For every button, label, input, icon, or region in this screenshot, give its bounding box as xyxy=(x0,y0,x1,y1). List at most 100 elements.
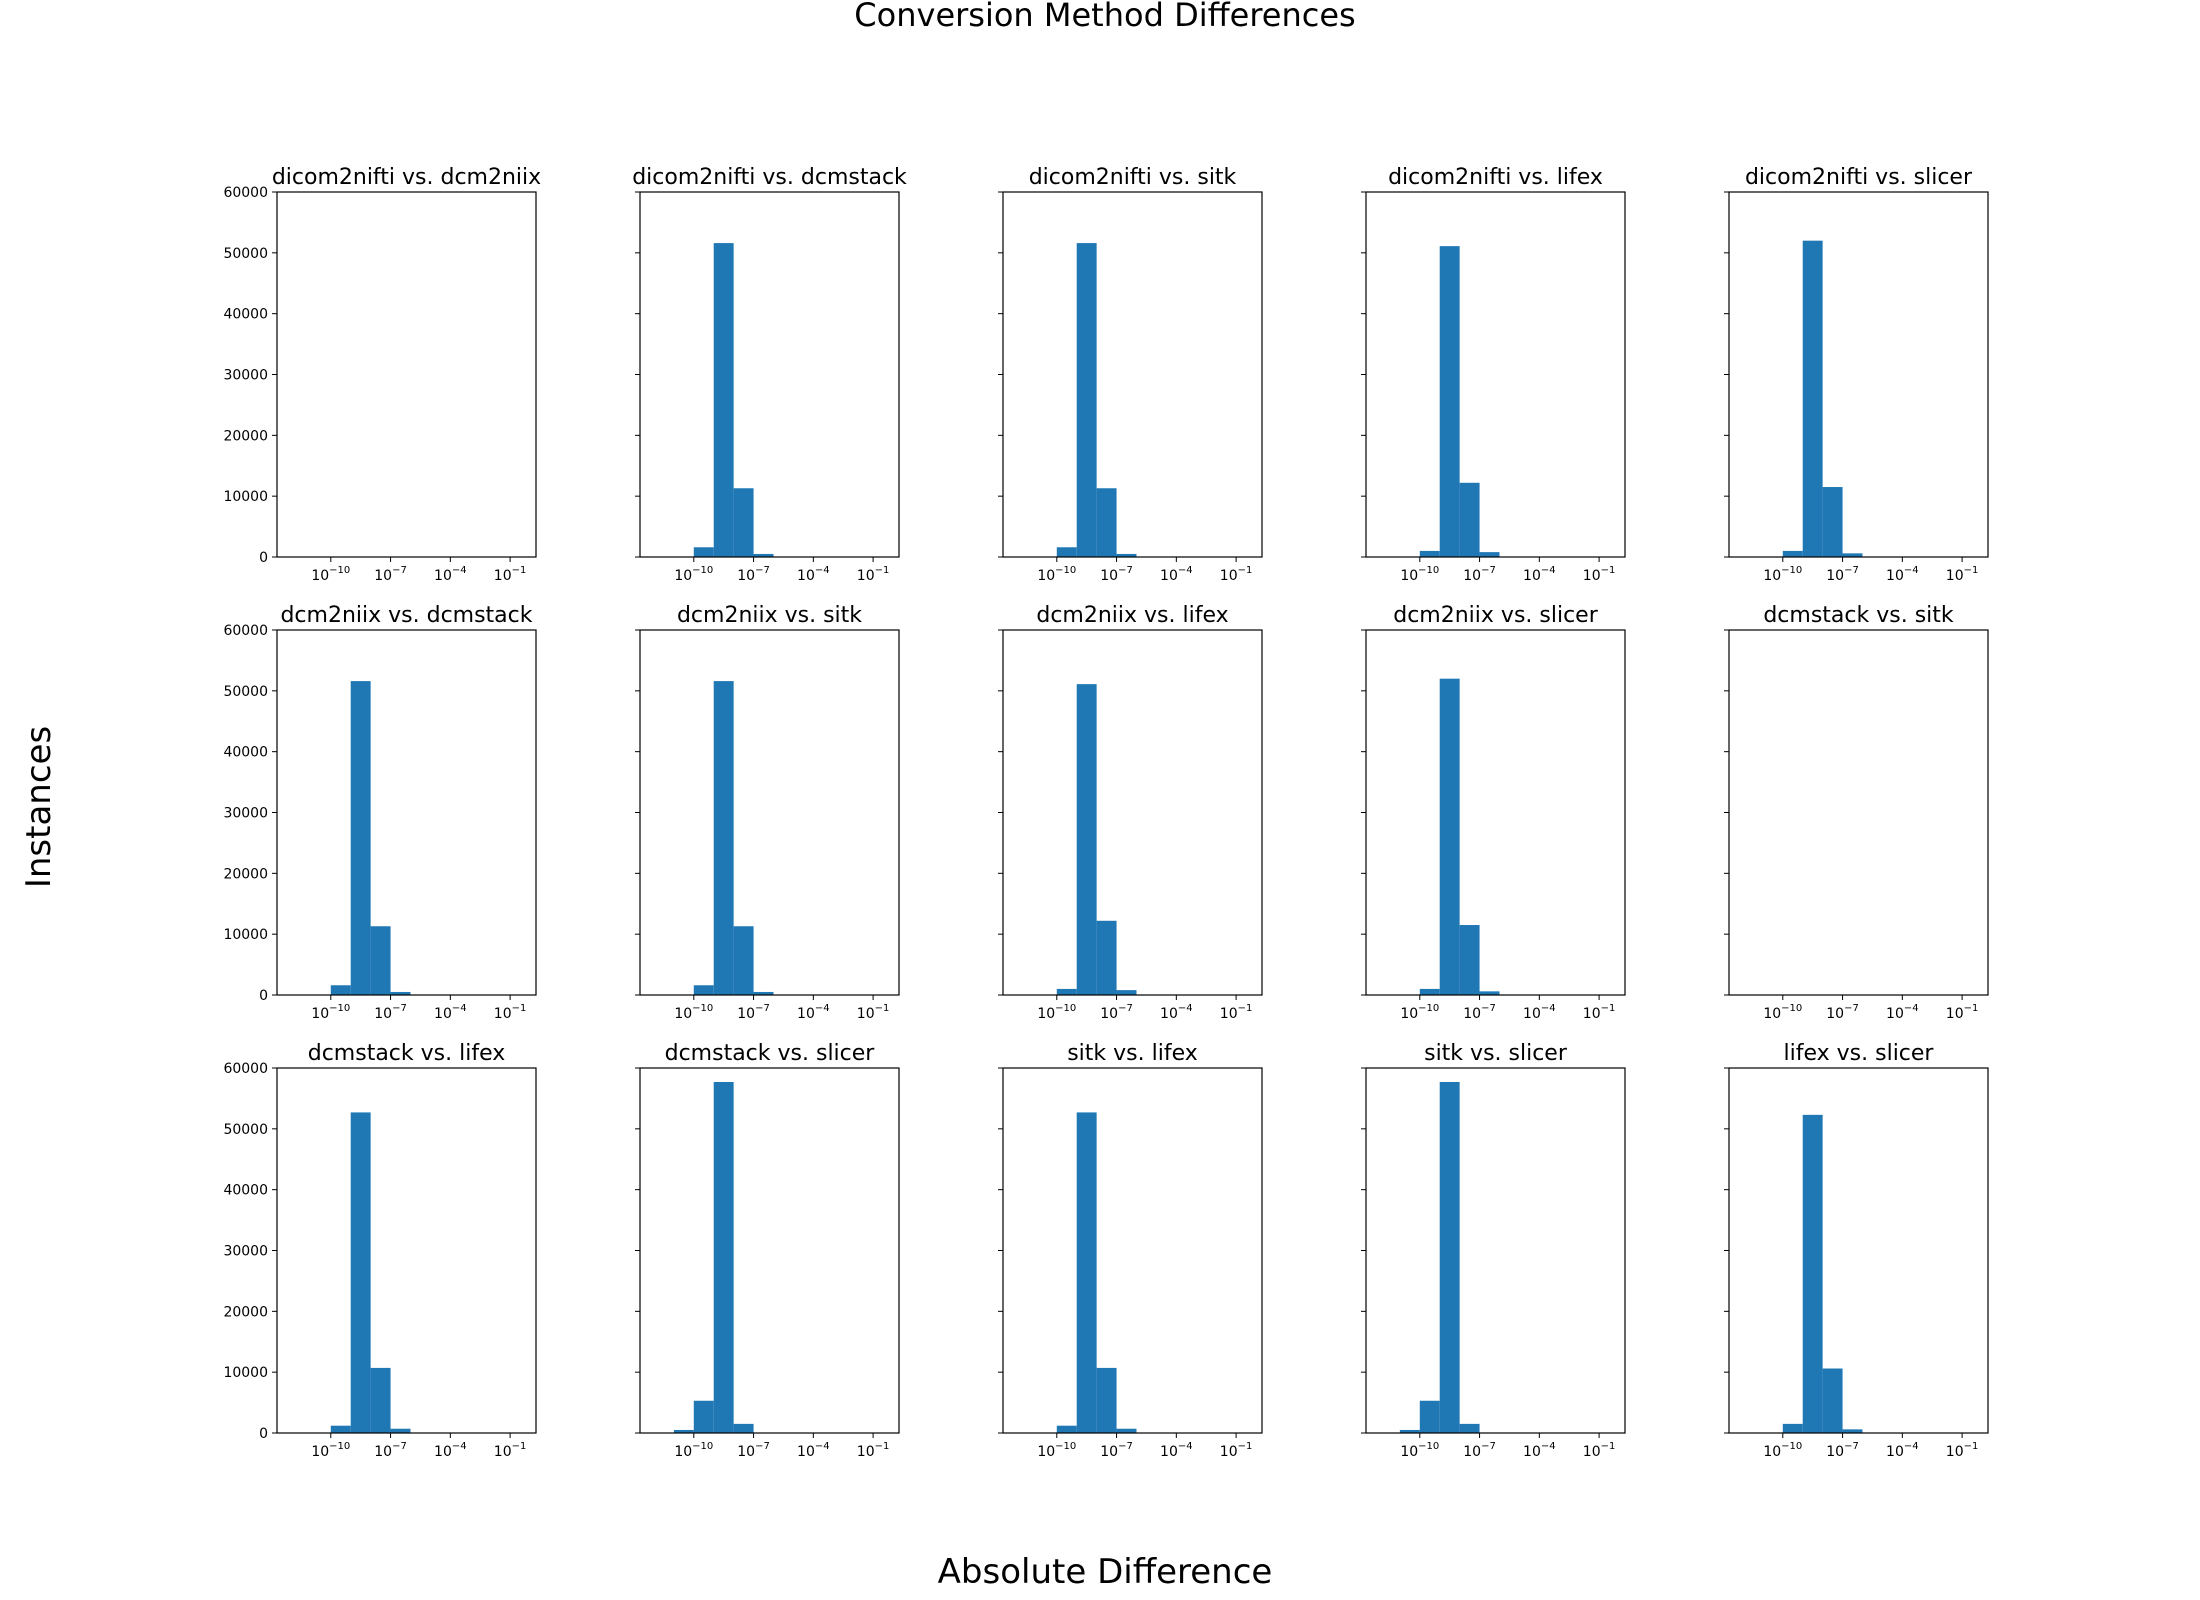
ytick-label: 40000 xyxy=(223,1183,268,1199)
subplot-title: dcm2niix vs. dcmstack xyxy=(280,603,532,628)
histogram-bar xyxy=(753,553,774,557)
subplot-grid: dicom2nifti vs. dcm2niix 0 10000 20000 30000… xyxy=(223,165,1989,1460)
subplot-panel: dicom2nifti vs. sitk 10−10 10−7 10−4 10−1 xyxy=(998,165,1263,584)
xtick-label: 10−1 xyxy=(1583,1003,1616,1022)
histogram-bar xyxy=(1096,488,1117,557)
ytick-label: 0 xyxy=(259,1426,268,1442)
histogram-bar xyxy=(1056,547,1077,557)
subplot-panel: sitk vs. lifex 10−10 10−7 10−4 10−1 xyxy=(998,1041,1263,1460)
histogram-bar xyxy=(1439,246,1460,557)
histogram-bar xyxy=(1439,678,1460,995)
xtick-label: 10−7 xyxy=(737,1003,770,1022)
xtick-label: 10−10 xyxy=(1763,565,1802,584)
histogram-bar xyxy=(1822,1368,1843,1433)
xtick-label: 10−4 xyxy=(434,565,467,584)
subplot-panel: dicom2nifti vs. dcm2niix 0 10000 20000 30000… xyxy=(223,165,541,584)
xtick-label: 10−4 xyxy=(1886,1441,1919,1460)
xtick-label: 10−1 xyxy=(494,1441,527,1460)
subplot-title: dicom2nifti vs. dcm2niix xyxy=(272,165,541,190)
xtick-label: 10−7 xyxy=(374,565,407,584)
xtick-label: 10−1 xyxy=(1220,1441,1253,1460)
histogram-bar xyxy=(1419,550,1440,557)
histogram-bar xyxy=(1459,1423,1480,1433)
ytick-label: 30000 xyxy=(223,806,268,822)
xtick-label: 10−1 xyxy=(1583,565,1616,584)
histogram-bar xyxy=(1076,684,1097,995)
histogram-bar xyxy=(1842,553,1863,557)
histogram-bar xyxy=(1116,553,1137,557)
subplot-title: dcm2niix vs. lifex xyxy=(1036,603,1228,628)
histogram-bar xyxy=(693,547,714,557)
histogram-bar xyxy=(1399,1429,1420,1433)
ytick-label: 10000 xyxy=(223,927,268,943)
histogram-bar xyxy=(330,985,351,995)
ytick-label: 30000 xyxy=(223,1244,268,1260)
xtick-label: 10−1 xyxy=(1220,565,1253,584)
histogram-bar xyxy=(370,926,391,995)
ytick-label: 40000 xyxy=(223,307,268,323)
xtick-label: 10−7 xyxy=(1100,565,1133,584)
figure-xlabel: Absolute Difference xyxy=(938,1552,1273,1592)
subplot-panel: dcm2niix vs. lifex 10−10 10−7 10−4 10−1 xyxy=(998,603,1263,1022)
xtick-label: 10−4 xyxy=(434,1441,467,1460)
histogram-bar xyxy=(733,488,754,557)
ytick-label: 30000 xyxy=(223,368,268,384)
histogram-bar xyxy=(1802,240,1823,557)
histogram-bar xyxy=(1439,1081,1460,1433)
xtick-label: 10−4 xyxy=(1523,1003,1556,1022)
histogram-bar xyxy=(1459,482,1480,557)
subplot-title: dcmstack vs. sitk xyxy=(1763,603,1954,628)
xtick-label: 10−1 xyxy=(857,1003,890,1022)
histogram-bar xyxy=(1782,550,1803,557)
xtick-label: 10−7 xyxy=(1826,565,1859,584)
histogram-bar xyxy=(350,681,371,995)
ytick-label: 0 xyxy=(259,988,268,1004)
ytick-label: 60000 xyxy=(223,1061,268,1077)
xtick-label: 10−7 xyxy=(1463,1441,1496,1460)
xtick-label: 10−10 xyxy=(1400,565,1439,584)
histogram-bar xyxy=(1096,920,1117,995)
histogram-bar xyxy=(1479,552,1500,557)
ytick-label: 20000 xyxy=(223,428,268,444)
histogram-bar xyxy=(370,1367,391,1433)
subplot-title: sitk vs. slicer xyxy=(1424,1041,1568,1066)
xtick-label: 10−10 xyxy=(1763,1441,1802,1460)
ytick-label: 50000 xyxy=(223,246,268,262)
subplot-panel: dicom2nifti vs. slicer 10−10 10−7 10−4 10−1 xyxy=(1724,165,1989,584)
ytick-label: 50000 xyxy=(223,1122,268,1138)
xtick-label: 10−10 xyxy=(674,1003,713,1022)
xtick-label: 10−4 xyxy=(1160,565,1193,584)
xtick-label: 10−10 xyxy=(1037,1441,1076,1460)
histogram-bar xyxy=(1056,1425,1077,1433)
ytick-label: 20000 xyxy=(223,1304,268,1320)
histogram-bar xyxy=(1076,1112,1097,1433)
xtick-label: 10−10 xyxy=(1037,565,1076,584)
xtick-label: 10−7 xyxy=(1100,1003,1133,1022)
histogram-bar xyxy=(1096,1367,1117,1433)
xtick-label: 10−1 xyxy=(1946,565,1979,584)
histogram-bar xyxy=(1822,487,1843,557)
xtick-label: 10−4 xyxy=(1160,1003,1193,1022)
subplot-title: dcm2niix vs. slicer xyxy=(1393,603,1598,628)
xtick-label: 10−10 xyxy=(311,1003,350,1022)
histogram-bar xyxy=(1056,988,1077,995)
xtick-label: 10−4 xyxy=(434,1003,467,1022)
xtick-label: 10−7 xyxy=(374,1003,407,1022)
histogram-bar xyxy=(1842,1429,1863,1433)
ytick-label: 60000 xyxy=(223,185,268,201)
xtick-label: 10−10 xyxy=(1400,1441,1439,1460)
histogram-bar xyxy=(693,1400,714,1433)
xtick-label: 10−4 xyxy=(1160,1441,1193,1460)
xtick-label: 10−1 xyxy=(857,565,890,584)
histogram-bar xyxy=(673,1429,694,1433)
histogram-bar xyxy=(713,681,734,995)
histogram-bar xyxy=(330,1425,351,1433)
subplot-panel: dcmstack vs. sitk 10−10 10−7 10−4 10−1 xyxy=(1724,603,1989,1022)
xtick-label: 10−4 xyxy=(797,1003,830,1022)
xtick-label: 10−4 xyxy=(1523,1441,1556,1460)
histogram-bar xyxy=(1419,1400,1440,1433)
xtick-label: 10−7 xyxy=(1826,1441,1859,1460)
histogram-bar xyxy=(1419,988,1440,995)
xtick-label: 10−4 xyxy=(1523,565,1556,584)
xtick-label: 10−10 xyxy=(311,1441,350,1460)
